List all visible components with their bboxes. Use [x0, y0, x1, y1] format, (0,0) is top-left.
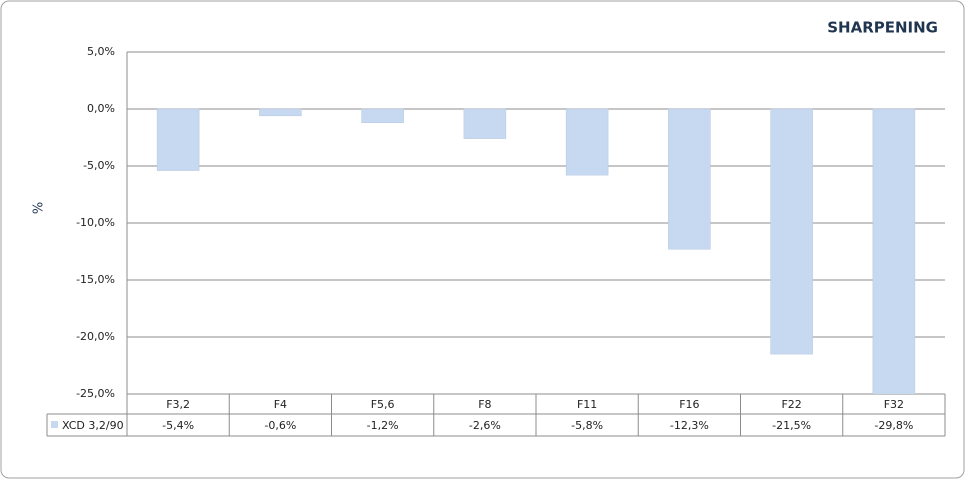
bar	[872, 108, 916, 394]
y-tick-label: 5,0%	[87, 45, 115, 58]
data-table-value: -1,2%	[367, 419, 399, 432]
bar	[463, 108, 507, 139]
bar	[668, 108, 711, 250]
y-tick-label: -25,0%	[76, 387, 115, 400]
x-tick-label: F8	[478, 398, 491, 411]
data-table-value: -5,8%	[571, 419, 603, 432]
x-tick-label: F16	[679, 398, 699, 411]
y-tick-label: -5,0%	[83, 159, 115, 172]
bar	[565, 108, 609, 176]
x-tick-label: F32	[884, 398, 904, 411]
y-tick-label: -20,0%	[76, 330, 115, 343]
x-tick-label: F5,6	[371, 398, 395, 411]
data-table-value: -5,4%	[162, 419, 194, 432]
x-tick-label: F22	[781, 398, 801, 411]
chart-title: SHARPENING	[827, 19, 938, 37]
bar	[156, 108, 200, 171]
bar	[259, 108, 302, 117]
x-tick-label: F11	[577, 398, 597, 411]
data-table-value: -0,6%	[264, 419, 296, 432]
data-table-value: -29,8%	[874, 419, 913, 432]
y-tick-label: -10,0%	[76, 216, 115, 229]
bar	[770, 108, 813, 355]
data-table-value: -2,6%	[469, 419, 501, 432]
legend-label: XCD 3,2/90	[62, 419, 124, 432]
data-table-value: -12,3%	[670, 419, 709, 432]
y-tick-label: -15,0%	[76, 273, 115, 286]
legend-swatch	[51, 421, 58, 428]
x-tick-label: F3,2	[166, 398, 190, 411]
data-table-value: -21,5%	[772, 419, 811, 432]
bar	[361, 108, 404, 123]
y-tick-label: 0,0%	[87, 102, 115, 115]
y-axis-label: %	[32, 202, 47, 214]
plot-area	[156, 108, 916, 394]
x-tick-label: F4	[274, 398, 287, 411]
